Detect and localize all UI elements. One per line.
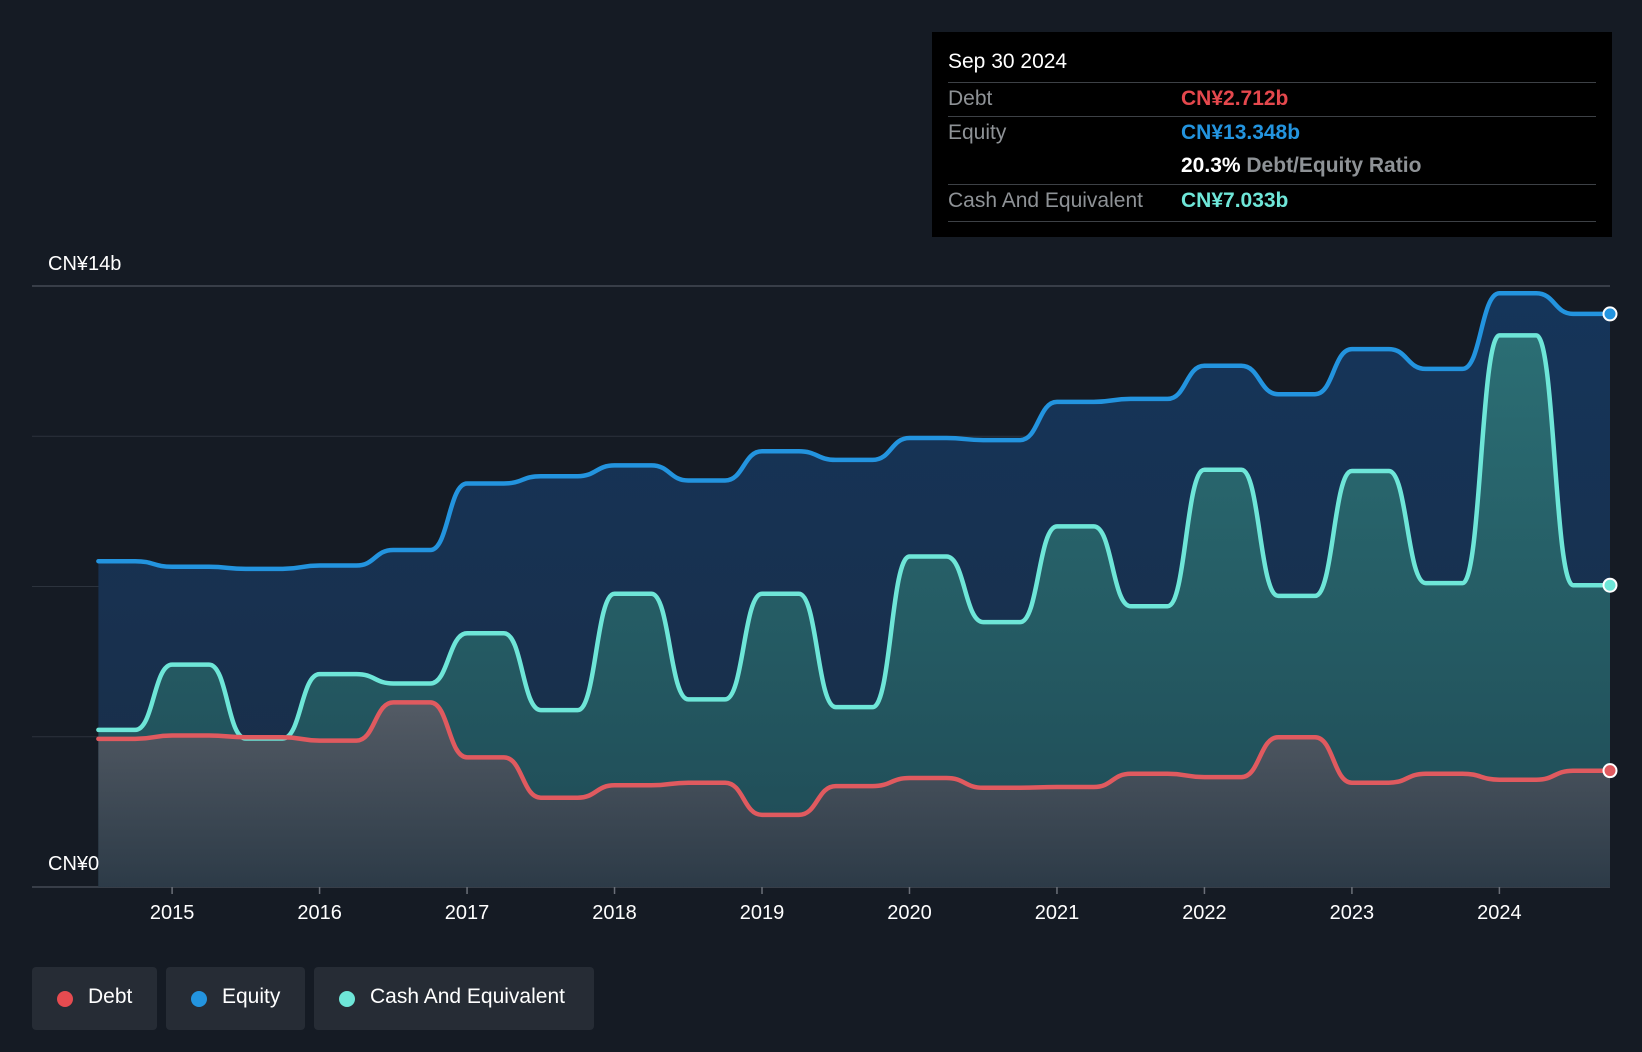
x-tick-label: 2017: [445, 902, 490, 924]
legend-item-cash[interactable]: Cash And Equivalent: [314, 967, 594, 1030]
area-fills: [98, 293, 1610, 887]
debt-line: [96, 700, 1613, 818]
equity-line: [96, 291, 1613, 572]
legend-label: Equity: [222, 985, 281, 1008]
tooltip-debt-label: Debt: [948, 87, 993, 110]
tooltip-cash-value: CN¥7.033b: [1181, 189, 1289, 212]
tooltip-cash-label: Cash And Equivalent: [948, 189, 1143, 212]
tooltip-ratio-pct: 20.3%: [1181, 154, 1241, 177]
x-tick-label: 2022: [1182, 902, 1227, 924]
tooltip-divider: [948, 116, 1596, 117]
x-tick-label: 2021: [1035, 902, 1080, 924]
tooltip-date: Sep 30 2024: [948, 50, 1068, 73]
tooltip-equity-label: Equity: [948, 121, 1007, 144]
legend-label: Debt: [88, 985, 133, 1008]
x-tick-label: 2016: [297, 902, 342, 924]
x-tick-label: 2024: [1477, 902, 1522, 924]
legend-dot-icon: [339, 991, 355, 1007]
cash-end-marker: [1602, 577, 1618, 593]
x-tick-label: 2020: [887, 902, 932, 924]
tooltip-equity-row: Equity CN¥13.348b: [948, 116, 1596, 150]
equity-end-marker: [1602, 306, 1618, 322]
series-lines: [96, 291, 1613, 818]
debt-end-marker: [1602, 763, 1618, 779]
tooltip-divider: [948, 221, 1596, 222]
tooltip-equity-value: CN¥13.348b: [1181, 121, 1301, 144]
tooltip-divider: [948, 184, 1596, 185]
tooltip-panel: Sep 30 2024 Debt CN¥2.712b Equity CN¥13.…: [932, 32, 1612, 237]
x-tick-label: 2023: [1330, 902, 1375, 924]
y-axis-min-label: CN¥0: [48, 853, 99, 875]
x-tick-label: 2019: [740, 902, 785, 924]
cash-area: [98, 335, 1610, 887]
cash-line: [96, 333, 1613, 741]
tooltip-debt-value: CN¥2.712b: [1181, 87, 1289, 110]
tooltip-cash-row: Cash And Equivalent CN¥7.033b: [948, 184, 1596, 218]
legend-item-debt[interactable]: Debt: [32, 967, 157, 1030]
tooltip-divider: [948, 82, 1596, 83]
end-markers: [1602, 306, 1618, 779]
debt-area: [98, 702, 1610, 887]
axis-ticks: 2015 2016 2017 2018 2019 2020 2021 2022 2023 2024: [150, 887, 1522, 924]
legend-dot-icon: [191, 991, 207, 1007]
tooltip-ratio: 20.3% Debt/Equity Ratio: [1181, 154, 1421, 178]
tooltip-debt-row: Debt CN¥2.712b: [948, 82, 1596, 116]
legend-dot-icon: [57, 991, 73, 1007]
y-axis-max-label: CN¥14b: [48, 253, 121, 275]
legend-label: Cash And Equivalent: [370, 985, 565, 1008]
legend-item-equity[interactable]: Equity: [166, 967, 305, 1030]
x-tick-label: 2015: [150, 902, 195, 924]
x-tick-label: 2018: [592, 902, 637, 924]
tooltip-ratio-label: Debt/Equity Ratio: [1246, 154, 1422, 177]
